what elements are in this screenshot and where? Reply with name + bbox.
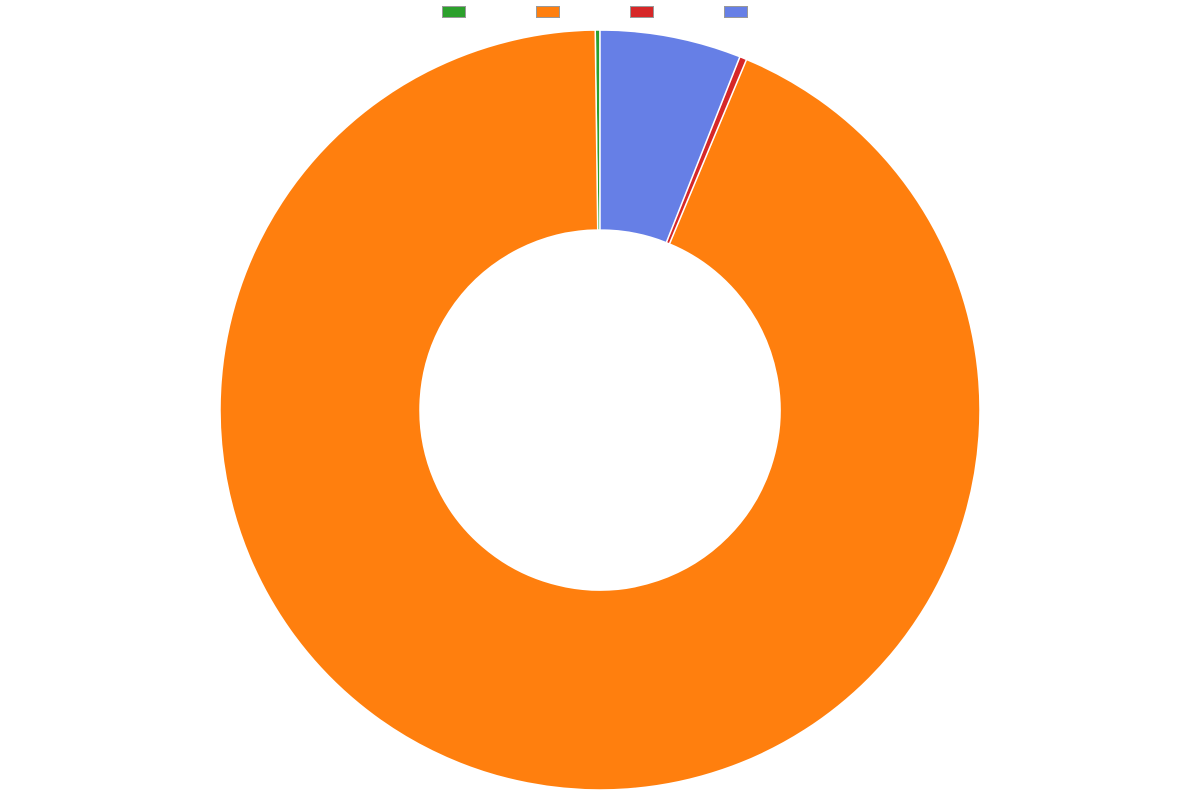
legend-item-0 — [442, 6, 476, 18]
legend-swatch-2 — [630, 6, 654, 18]
legend-item-2 — [630, 6, 664, 18]
chart-stage — [0, 0, 1200, 800]
donut-svg — [0, 20, 1200, 800]
legend-swatch-0 — [442, 6, 466, 18]
legend-swatch-1 — [536, 6, 560, 18]
legend-item-3 — [724, 6, 758, 18]
legend-swatch-3 — [724, 6, 748, 18]
donut-chart — [0, 20, 1200, 800]
legend — [0, 6, 1200, 18]
legend-item-1 — [536, 6, 570, 18]
